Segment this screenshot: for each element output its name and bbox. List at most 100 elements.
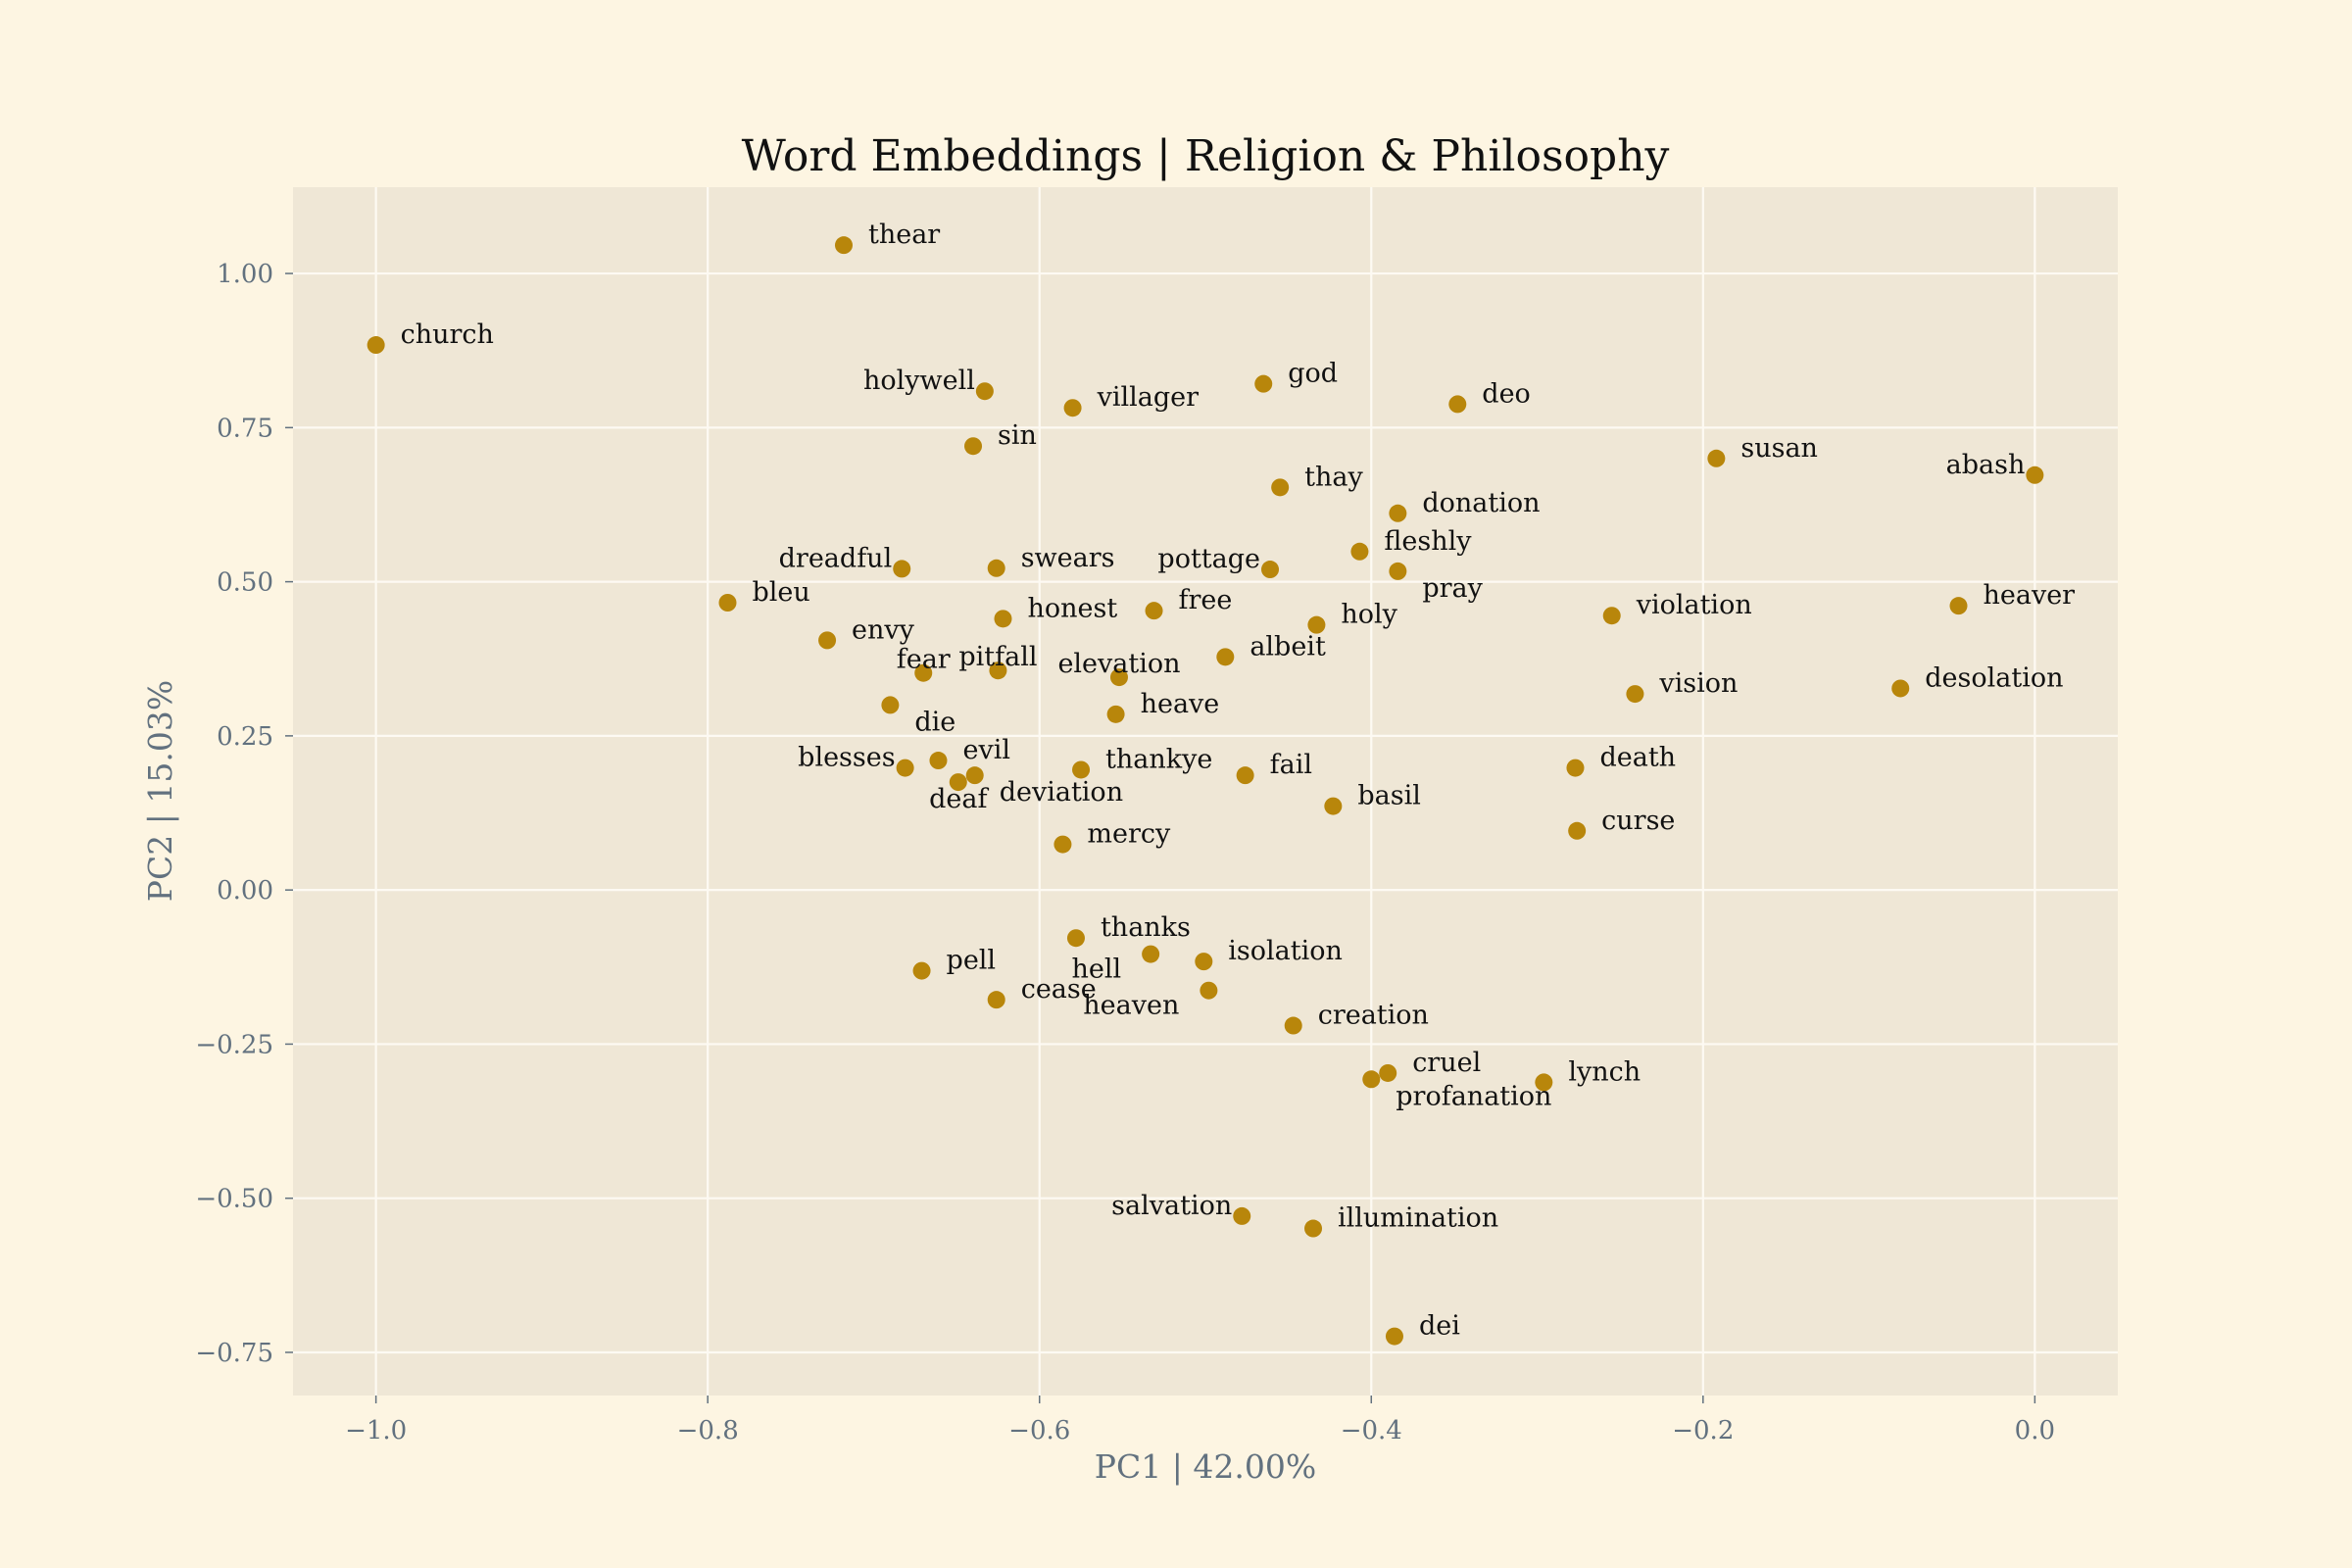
point-label-deo: deo	[1482, 378, 1531, 409]
point-label-fleshly: fleshly	[1384, 526, 1472, 557]
y-tick-label: 0.75	[217, 414, 273, 443]
point-thanks	[1066, 929, 1085, 948]
point-label-thankye: thankye	[1105, 744, 1212, 774]
point-honest	[994, 610, 1012, 628]
point-label-violation: violation	[1636, 590, 1752, 620]
point-label-church: church	[401, 319, 494, 350]
point-label-holywell: holywell	[863, 366, 975, 396]
point-label-thear: thear	[868, 220, 940, 250]
point-label-pitfall: pitfall	[958, 642, 1037, 672]
point-label-mercy: mercy	[1087, 819, 1171, 850]
x-tick-label: −1.0	[345, 1416, 407, 1446]
point-church	[367, 336, 385, 355]
point-label-sin: sin	[998, 420, 1037, 451]
point-fail	[1236, 766, 1254, 785]
point-label-susan: susan	[1740, 433, 1818, 464]
point-pell	[912, 961, 931, 980]
point-mercy	[1054, 835, 1072, 854]
point-label-profanation: profanation	[1396, 1081, 1551, 1111]
point-death	[1566, 759, 1585, 777]
y-tick-label: −0.75	[195, 1339, 273, 1368]
point-deviation	[965, 766, 984, 785]
point-dreadful	[893, 560, 911, 578]
point-label-salvation: salvation	[1111, 1191, 1232, 1221]
point-illumination	[1304, 1219, 1323, 1238]
point-blesses	[896, 759, 914, 777]
point-susan	[1707, 449, 1726, 467]
point-label-honest: honest	[1027, 593, 1117, 623]
x-tick-label: −0.8	[677, 1416, 739, 1446]
point-label-abash: abash	[1946, 450, 2026, 480]
y-tick-label: −0.50	[195, 1185, 273, 1214]
point-profanation	[1362, 1070, 1381, 1089]
point-envy	[818, 631, 837, 650]
point-label-fail: fail	[1270, 750, 1312, 780]
point-desolation	[1891, 679, 1910, 698]
point-label-heaven: heaven	[1083, 991, 1179, 1021]
point-fear	[914, 663, 933, 682]
point-cruel	[1379, 1063, 1397, 1082]
point-dei	[1385, 1327, 1403, 1346]
point-label-pottage: pottage	[1157, 544, 1260, 574]
point-thear	[834, 236, 853, 255]
point-hell	[1142, 945, 1160, 963]
point-label-elevation: elevation	[1057, 649, 1180, 679]
point-sin	[964, 437, 983, 456]
point-creation	[1284, 1016, 1302, 1035]
point-label-desolation: desolation	[1925, 662, 2063, 693]
point-label-creation: creation	[1318, 1001, 1429, 1031]
grid-lines	[293, 187, 2118, 1396]
y-axis-label: PC2 | 15.03%	[141, 680, 179, 902]
point-evil	[929, 752, 948, 770]
point-label-envy: envy	[852, 614, 915, 645]
point-label-cease: cease	[1021, 974, 1097, 1004]
point-label-lynch: lynch	[1568, 1056, 1641, 1087]
point-label-curse: curse	[1601, 806, 1675, 836]
x-tick-label: −0.4	[1341, 1416, 1402, 1446]
point-thankye	[1072, 760, 1091, 779]
point-free	[1145, 602, 1163, 620]
y-tick-label: 0.50	[217, 568, 273, 598]
point-label-holy: holy	[1341, 600, 1397, 630]
point-deo	[1448, 395, 1467, 414]
x-axis-label: PC1 | 42.00%	[1095, 1447, 1316, 1486]
point-label-death: death	[1599, 743, 1676, 773]
point-label-dei: dei	[1419, 1311, 1460, 1342]
point-curse	[1568, 821, 1587, 840]
point-heaver	[1949, 597, 1968, 615]
point-label-isolation: isolation	[1228, 936, 1343, 966]
point-pottage	[1261, 561, 1280, 579]
point-label-villager: villager	[1097, 382, 1200, 413]
point-label-blesses: blesses	[798, 743, 895, 773]
point-thay	[1271, 478, 1290, 497]
point-abash	[2026, 466, 2044, 484]
point-label-pray: pray	[1422, 573, 1483, 604]
point-label-illumination: illumination	[1338, 1203, 1498, 1234]
point-violation	[1602, 607, 1621, 625]
point-label-pell: pell	[947, 946, 997, 976]
point-heaven	[1200, 981, 1218, 1000]
point-pray	[1389, 562, 1407, 580]
point-label-deaf: deaf	[929, 784, 989, 814]
point-label-bleu: bleu	[752, 577, 809, 608]
point-god	[1254, 374, 1273, 393]
point-label-evil: evil	[962, 735, 1010, 765]
point-label-vision: vision	[1658, 668, 1738, 699]
point-holywell	[975, 382, 994, 401]
point-label-free: free	[1179, 585, 1233, 615]
point-label-thanks: thanks	[1101, 912, 1191, 943]
tick-labels: −1.0 −0.8 −0.6 −0.4 −0.2 0.0 1.00 0.75 0.50 0.25 0…	[195, 260, 2055, 1446]
plot-area	[293, 187, 2118, 1396]
point-holy	[1307, 615, 1326, 634]
point-label-cruel: cruel	[1412, 1048, 1481, 1078]
y-tick-label: −0.25	[195, 1030, 273, 1059]
point-bleu	[718, 594, 737, 612]
point-label-heaver: heaver	[1983, 580, 2075, 611]
point-elevation	[1109, 668, 1128, 687]
point-pitfall	[989, 662, 1007, 680]
point-salvation	[1233, 1206, 1251, 1225]
point-label-dreadful: dreadful	[779, 543, 893, 573]
point-label-donation: donation	[1422, 488, 1540, 518]
x-tick-label: 0.0	[2015, 1416, 2055, 1446]
